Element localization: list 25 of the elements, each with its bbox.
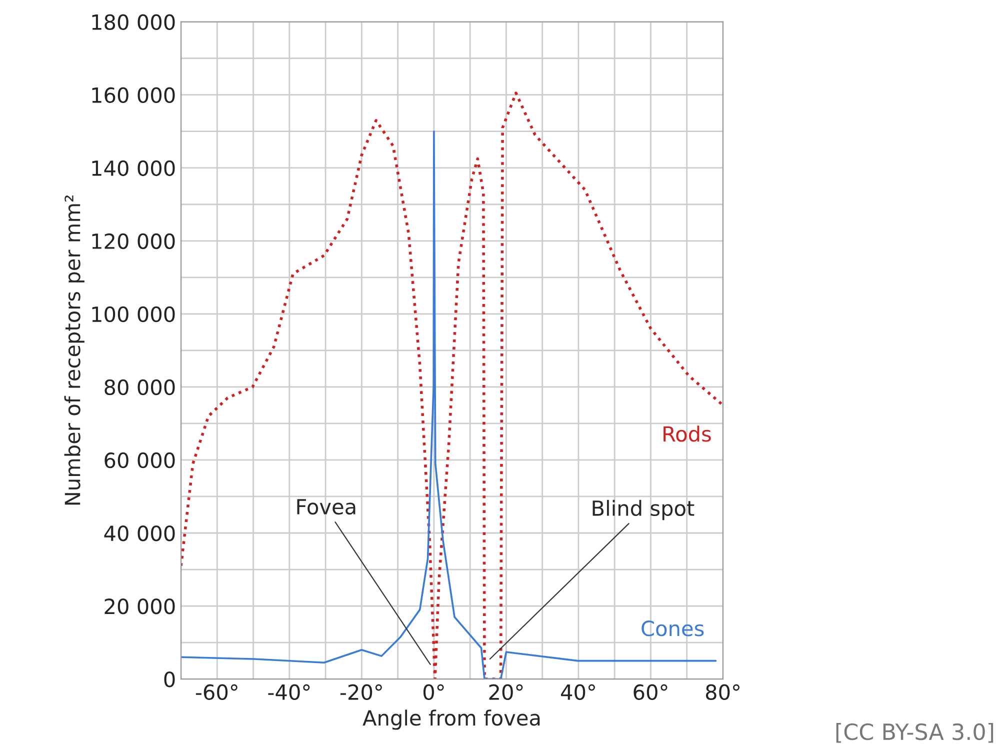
x-tick-label: -40° — [268, 684, 310, 700]
annotation: Fovea — [297, 499, 356, 515]
y-tick-label: 60 000 — [104, 452, 175, 468]
x-tick-label: 60° — [634, 684, 668, 700]
x-axis-title: Angle from fovea — [362, 710, 540, 730]
y-tick-label: 40 000 — [104, 525, 175, 542]
x-tick-label: 20° — [489, 684, 523, 700]
y-tick-label: 0 — [164, 672, 175, 688]
series-label: Cones — [642, 620, 704, 636]
y-axis-title: Number of receptors per mm² — [64, 195, 84, 505]
x-tick-label: -20° — [340, 684, 382, 700]
y-tick-label: 20 000 — [104, 598, 175, 614]
y-tick-label: 120 000 — [92, 233, 175, 250]
y-tick-label: 80 000 — [104, 379, 175, 396]
y-tick-label: 100 000 — [92, 306, 175, 322]
annotation: Blind spot — [592, 500, 694, 520]
y-tick-label: 140 000 — [92, 160, 175, 176]
x-tick-label: 80° — [706, 684, 740, 700]
x-tick-label: 0° — [423, 684, 444, 700]
x-tick-label: 40° — [561, 684, 595, 700]
text: [CC BY-SA 3.0] — [836, 722, 994, 743]
y-tick-label: 180 000 — [92, 14, 175, 30]
y-tick-label: 160 000 — [92, 87, 175, 104]
series-label: Rods — [664, 426, 711, 442]
x-tick-label: -60° — [196, 684, 238, 700]
